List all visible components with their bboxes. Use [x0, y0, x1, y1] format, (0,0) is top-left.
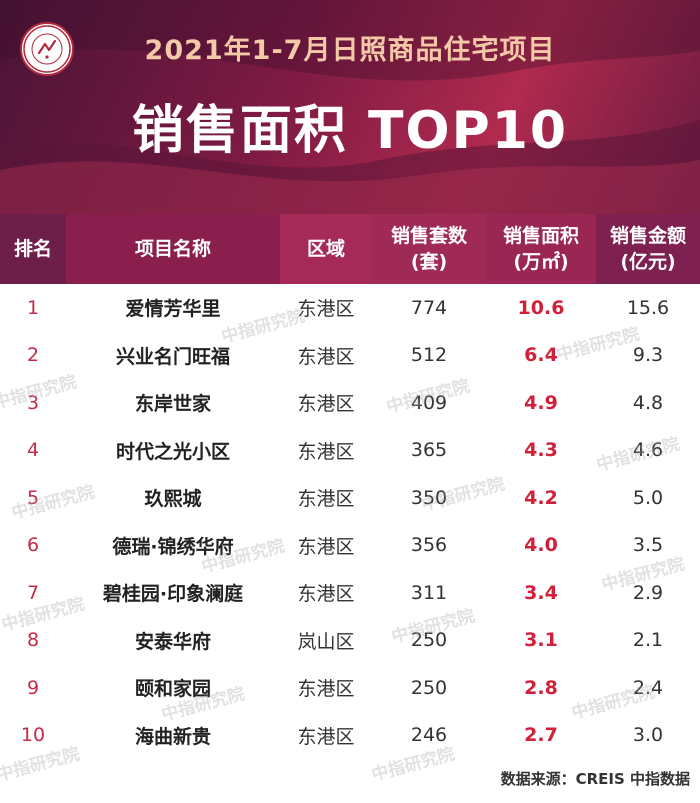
row-project-name: 玖熙城: [144, 488, 202, 511]
header-area: 销售面积 (万㎡): [486, 214, 596, 284]
header-units: 销售套数 (套): [372, 214, 486, 284]
table-row: 3 东岸世家 东港区 409 4.9 4.8: [0, 379, 700, 427]
row-project-name: 爱情芳华里: [125, 298, 221, 321]
row-district: 东港区: [297, 298, 355, 321]
row-area: 3.4: [524, 581, 558, 604]
china-index-academy-logo: [20, 22, 74, 76]
row-amount: 5.0: [632, 486, 664, 509]
banner-wave-decoration: [0, 0, 700, 214]
report-title: 销售面积 TOP10: [131, 101, 569, 161]
table-row: 10 海曲新贵 东港区 246 2.7 3.0: [0, 712, 700, 760]
row-rank: 1: [26, 296, 40, 319]
row-units: 250: [410, 629, 448, 652]
row-project-name: 海曲新贵: [134, 725, 211, 748]
row-area: 2.8: [524, 676, 558, 699]
row-units: 365: [410, 439, 448, 462]
row-amount: 2.1: [632, 629, 664, 652]
row-units: 250: [410, 676, 448, 699]
table-row: 8 安泰华府 岚山区 250 3.1 2.1: [0, 617, 700, 665]
report-subtitle: 2021年1-7月日照商品住宅项目: [144, 35, 556, 66]
row-amount: 3.5: [632, 534, 664, 557]
row-area: 3.1: [524, 629, 558, 652]
row-district: 东港区: [297, 678, 355, 701]
table-row: 6 德瑞·锦绣华府 东港区 356 4.0 3.5: [0, 522, 700, 570]
row-amount: 15.6: [626, 296, 670, 319]
row-district: 东港区: [297, 345, 355, 368]
row-amount: 2.4: [632, 676, 664, 699]
row-project-name: 颐和家园: [134, 678, 211, 701]
row-units: 356: [410, 534, 448, 557]
row-amount: 4.8: [632, 391, 664, 414]
row-project-name: 德瑞·锦绣华府: [112, 535, 234, 558]
header-rank: 排名: [0, 214, 66, 284]
row-area: 4.2: [524, 486, 558, 509]
table-row: 2 兴业名门旺福 东港区 512 6.4 9.3: [0, 332, 700, 380]
row-area: 6.4: [524, 344, 558, 367]
row-rank: 8: [26, 629, 40, 652]
table-row: 5 玖熙城 东港区 350 4.2 5.0: [0, 474, 700, 522]
row-units: 409: [410, 391, 448, 414]
data-source-note: 数据来源：CREIS 中指数据: [500, 770, 690, 788]
row-rank: 2: [26, 344, 40, 367]
row-district: 岚山区: [297, 630, 355, 653]
row-area: 2.7: [524, 724, 558, 747]
row-district: 东港区: [297, 488, 355, 511]
row-units: 512: [410, 344, 448, 367]
table-row: 1 爱情芳华里 东港区 774 10.6 15.6: [0, 284, 700, 332]
row-units: 350: [410, 486, 448, 509]
table-row: 7 碧桂园·印象澜庭 东港区 311 3.4 2.9: [0, 569, 700, 617]
row-units: 246: [410, 724, 448, 747]
row-rank: 5: [26, 486, 40, 509]
row-amount: 9.3: [632, 344, 664, 367]
row-district: 东港区: [297, 725, 355, 748]
row-units: 774: [410, 296, 448, 319]
row-area: 4.9: [524, 391, 558, 414]
row-rank: 7: [26, 581, 40, 604]
row-rank: 6: [26, 534, 40, 557]
row-district: 东港区: [297, 583, 355, 606]
table-row: 4 时代之光小区 东港区 365 4.3 4.6: [0, 427, 700, 475]
row-project-name: 碧桂园·印象澜庭: [102, 583, 244, 606]
row-rank: 9: [26, 676, 40, 699]
row-units: 311: [410, 581, 448, 604]
row-project-name: 安泰华府: [134, 630, 211, 653]
header-amount: 销售金额 (亿元): [596, 214, 700, 284]
row-district: 东港区: [297, 535, 355, 558]
row-area: 4.0: [524, 534, 558, 557]
row-area: 10.6: [517, 296, 565, 319]
row-amount: 2.9: [632, 581, 664, 604]
row-project-name: 东岸世家: [134, 393, 211, 416]
header-banner: 2021年1-7月日照商品住宅项目 销售面积 TOP10: [0, 0, 700, 214]
header-district: 区域: [280, 214, 372, 284]
row-rank: 10: [20, 724, 46, 747]
row-district: 东港区: [297, 440, 355, 463]
row-amount: 3.0: [632, 724, 664, 747]
table-row: 9 颐和家园 东港区 250 2.8 2.4: [0, 664, 700, 712]
header-project-name: 项目名称: [66, 214, 280, 284]
row-project-name: 兴业名门旺福: [115, 345, 230, 368]
row-project-name: 时代之光小区: [115, 440, 230, 463]
row-area: 4.3: [524, 439, 558, 462]
table-body: 1 爱情芳华里 东港区 774 10.6 15.6 2 兴业名门旺福 东港区 5…: [0, 284, 700, 759]
row-district: 东港区: [297, 393, 355, 416]
row-rank: 4: [26, 439, 40, 462]
row-amount: 4.6: [632, 439, 664, 462]
row-rank: 3: [26, 391, 40, 414]
table-header: 排名 项目名称 区域 销售套数 (套) 销售面积 (万㎡) 销售金额 (亿元): [0, 214, 700, 284]
